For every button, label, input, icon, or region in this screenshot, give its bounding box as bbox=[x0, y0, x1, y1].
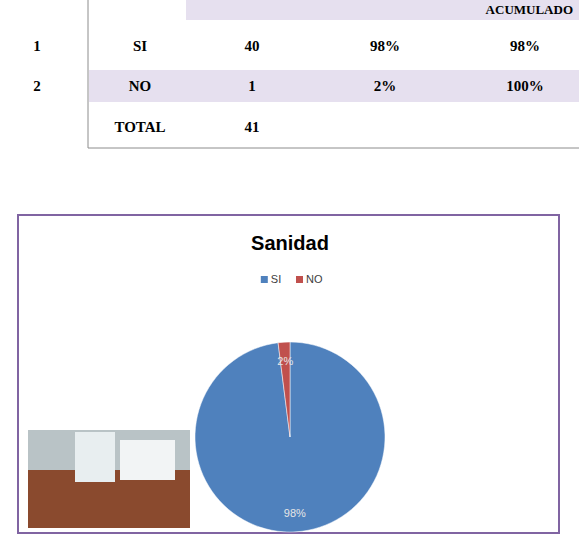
data-labels: 98% 2% bbox=[277, 355, 306, 519]
table-cell: 2 bbox=[33, 78, 41, 94]
table-cell: NO bbox=[129, 78, 152, 94]
data-label: 2% bbox=[277, 355, 293, 367]
table-cell: 98% bbox=[370, 38, 400, 54]
data-label: 98% bbox=[284, 507, 306, 519]
photo-part bbox=[75, 432, 115, 482]
legend-item: SI bbox=[261, 273, 281, 285]
table-border bbox=[88, 0, 89, 148]
pie bbox=[195, 342, 385, 532]
legend: SI NO bbox=[261, 273, 323, 285]
legend-swatch bbox=[261, 276, 268, 283]
canvas: ACUMULADO 1 SI 40 98% 98% 2 NO 1 2% 100% TOTAL 41 San… bbox=[0, 0, 579, 537]
pie-slice bbox=[195, 342, 385, 532]
table-cell: 100% bbox=[506, 78, 544, 94]
table: ACUMULADO 1 SI 40 98% 98% 2 NO 1 2% 100% TOTAL 41 bbox=[33, 0, 579, 148]
table-cell: 2% bbox=[374, 78, 397, 94]
legend-label: NO bbox=[306, 273, 323, 285]
photo-bg bbox=[28, 430, 190, 528]
table-cell: 1 bbox=[248, 78, 256, 94]
table-cell: SI bbox=[133, 38, 147, 54]
row-band bbox=[89, 70, 579, 102]
table-cell: 40 bbox=[245, 38, 260, 54]
photo-part bbox=[120, 440, 175, 480]
header-band bbox=[186, 0, 579, 20]
legend-label: SI bbox=[271, 273, 281, 285]
legend-item: NO bbox=[296, 273, 323, 285]
photo bbox=[28, 430, 190, 528]
chart-frame bbox=[18, 215, 559, 533]
table-cell: 41 bbox=[245, 119, 260, 135]
table-border bbox=[88, 148, 579, 149]
legend-swatch bbox=[296, 276, 303, 283]
table-cell: 1 bbox=[33, 38, 41, 54]
chart-title: Sanidad bbox=[251, 232, 329, 254]
table-cell: TOTAL bbox=[114, 119, 165, 135]
column-header: ACUMULADO bbox=[486, 2, 573, 17]
table-cell: 98% bbox=[510, 38, 540, 54]
